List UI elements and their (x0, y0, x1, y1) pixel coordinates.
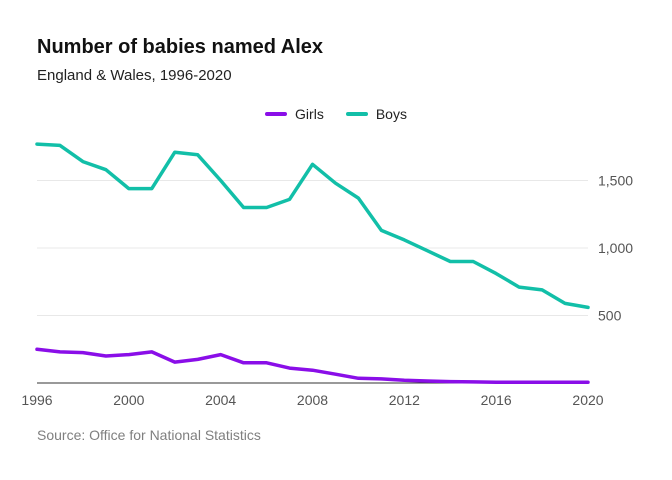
x-tick-label-1: 2000 (113, 392, 144, 408)
x-tick-label-3: 2008 (297, 392, 328, 408)
chart-title: Number of babies named Alex (37, 36, 323, 58)
series-line-girls (35, 347, 590, 385)
x-tick-label-2: 2004 (205, 392, 236, 408)
legend-label-girls: Girls (295, 106, 324, 122)
legend-swatch-boys (345, 112, 368, 116)
x-tick-label-5: 2016 (481, 392, 512, 408)
x-tick-label-6: 2020 (572, 392, 603, 408)
chart-legend: Girls Boys (0, 106, 672, 122)
legend-label-boys: Boys (375, 106, 407, 122)
legend-item-boys: Boys (345, 106, 407, 122)
y-tick-label-1: 1,000 (598, 240, 633, 256)
y-tick-label-0: 500 (598, 308, 622, 324)
y-tick-label-2: 1,500 (598, 173, 633, 189)
source-note: Source: Office for National Statistics (37, 427, 261, 443)
x-tick-label-4: 2012 (389, 392, 420, 408)
legend-item-girls: Girls (265, 106, 324, 122)
legend-swatch-girls (265, 112, 288, 116)
series-line-boys (35, 142, 590, 310)
chart-subtitle: England & Wales, 1996-2020 (37, 67, 232, 84)
x-tick-label-0: 1996 (21, 392, 52, 408)
